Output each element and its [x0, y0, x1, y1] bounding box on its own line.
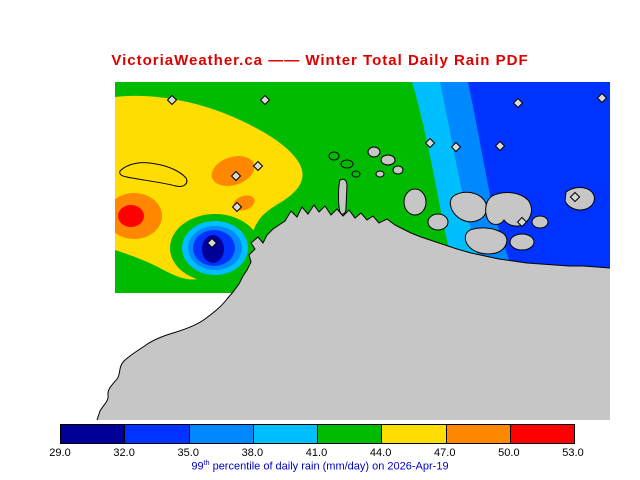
colorbar-segment-3: [252, 425, 317, 443]
lake-outline: [328, 151, 340, 161]
colorbar-tick: 35.0: [177, 447, 199, 459]
colorbar-segment-1: [124, 425, 189, 443]
station-marker: [494, 140, 506, 152]
colorbar-tick: 41.0: [305, 447, 328, 459]
station-marker: [450, 141, 462, 153]
island: [531, 215, 549, 229]
colorbar-tick: 47.0: [434, 447, 456, 459]
contour-orange-cell: [211, 156, 255, 186]
colorbar-segment-4: [317, 425, 382, 443]
island: [485, 192, 532, 227]
station-marker: [206, 237, 218, 249]
caption: 99th percentile of daily rain (mm/day) o…: [0, 460, 640, 473]
island: [367, 146, 381, 158]
island: [564, 187, 595, 211]
station-marker: [259, 94, 271, 106]
colorbar-segment-6: [445, 425, 510, 443]
land-mass: [97, 205, 610, 420]
station-marker: [231, 201, 243, 213]
low-pocket-navy-core: [202, 235, 224, 263]
station-marker: [252, 160, 264, 172]
station-marker: [424, 137, 436, 149]
island: [449, 191, 488, 223]
island: [403, 188, 427, 216]
colorbar-segment-0: [61, 425, 125, 443]
colorbar: [60, 424, 575, 444]
colorbar-segment-7: [509, 425, 574, 443]
island: [375, 170, 385, 178]
island: [427, 213, 449, 231]
island: [464, 227, 508, 255]
coastline: [96, 204, 611, 421]
station-marker: [596, 92, 608, 104]
colorbar-tick: 32.0: [113, 447, 135, 459]
island: [380, 154, 396, 166]
station-marker: [512, 97, 524, 109]
colorbar-segment-2: [188, 425, 253, 443]
island: [509, 233, 535, 251]
islands: [338, 146, 595, 255]
lake-outlines: [119, 151, 361, 187]
lake-outline: [351, 170, 361, 178]
colorbar-tick: 44.0: [369, 447, 392, 459]
lake-outline: [119, 162, 188, 187]
colorbar-tick: 29.0: [49, 447, 71, 459]
colorbar-tick: 53.0: [562, 447, 584, 459]
station-marker: [166, 94, 178, 106]
station-marker: [516, 216, 528, 228]
island: [338, 178, 348, 215]
page-title: VictoriaWeather.ca —— Winter Total Daily…: [111, 52, 529, 69]
station-marker: [230, 170, 242, 182]
colorbar-tick: 50.0: [498, 447, 520, 459]
contour-red-core: [118, 205, 144, 227]
lake-outline: [340, 159, 354, 169]
colorbar-ticks: 29.0 32.0 35.0 38.0 41.0 44.0 47.0 50.0 53.0: [49, 447, 583, 460]
station-markers: [166, 92, 608, 249]
caption-number: 99: [191, 460, 204, 473]
colorbar-tick: 38.0: [241, 447, 264, 459]
caption-text: percentile of daily rain (mm/day) on 202…: [209, 460, 449, 473]
colorbar-segment-5: [381, 425, 446, 443]
station-marker: [569, 191, 581, 203]
island: [392, 165, 404, 175]
contour-yellow-region: [115, 95, 303, 280]
caption-superscript: th: [203, 460, 210, 467]
